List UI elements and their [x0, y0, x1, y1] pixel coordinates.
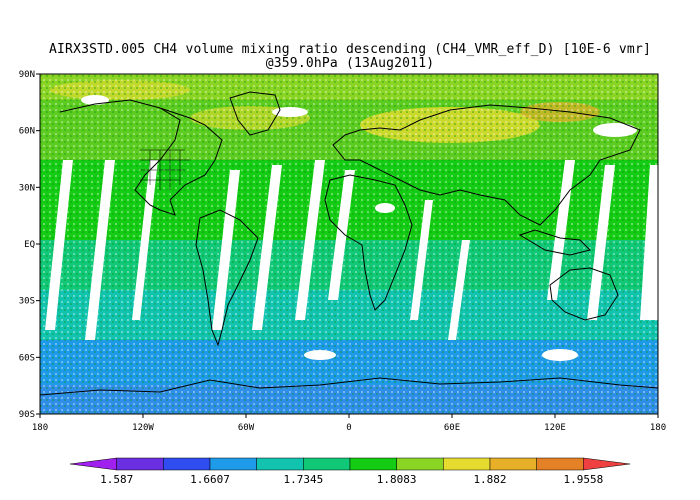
australia-outline: [549, 267, 619, 321]
lon-tick-label: 120E: [544, 423, 566, 433]
longitude-axis: 180 120W 60W 0 60E 120E 180: [32, 414, 666, 433]
orbit-gaps: [45, 95, 658, 361]
lat-tick-label: EQ: [24, 240, 35, 250]
colorbar-segment: [536, 457, 584, 471]
lat-tick-label: 90N: [19, 70, 35, 80]
eurasia-outline: [332, 104, 641, 226]
greenland-outline: [229, 91, 281, 136]
map-subtitle: @359.0hPa (13Aug2011): [265, 56, 435, 71]
colorbar-segment: [583, 457, 631, 471]
colorbar: 1.587 1.6607 1.7345 1.8083 1.882 1.9558: [69, 457, 631, 486]
lat-tick-label: 30N: [19, 183, 35, 193]
lon-tick-label: 60W: [238, 423, 255, 433]
colorbar-tick-label: 1.587: [100, 473, 133, 486]
lat-tick-label: 90S: [19, 410, 35, 420]
africa-outline: [324, 174, 413, 311]
us-state-lines: [140, 149, 190, 190]
colorbar-tick-label: 1.9558: [563, 473, 603, 486]
colorbar-tick-label: 1.8083: [377, 473, 417, 486]
colorbar-segment: [489, 457, 537, 471]
south-america-outline: [195, 209, 259, 347]
colorbar-segment: [443, 457, 491, 471]
lat-tick-label: 60N: [19, 127, 35, 137]
lon-tick-label: 120W: [132, 423, 154, 433]
lon-tick-label: 0: [346, 423, 351, 433]
colorbar-tick-label: 1.882: [473, 473, 506, 486]
lat-tick-label: 30S: [19, 297, 35, 307]
colorbar-segment: [256, 457, 304, 471]
colorbar-segment: [396, 457, 444, 471]
colorbar-segment: [116, 457, 164, 471]
map-title: AIRX3STD.005 CH4 volume mixing ratio des…: [49, 42, 651, 57]
lon-tick-label: 180: [650, 423, 666, 433]
data-field: [40, 74, 658, 414]
colorbar-segment: [303, 457, 351, 471]
colorbar-segment: [69, 457, 117, 471]
indonesia-outline: [518, 229, 591, 256]
lon-tick-label: 60E: [444, 423, 460, 433]
lon-tick-label: 180: [32, 423, 48, 433]
antarctica-outline: [40, 377, 658, 396]
colorbar-tick-label: 1.6607: [190, 473, 230, 486]
colorbar-segment: [163, 457, 211, 471]
latitude-axis: 90N 60N 30N EQ 30S 60S 90S: [19, 70, 40, 420]
colorbar-segment: [349, 457, 397, 471]
lat-tick-label: 60S: [19, 353, 35, 363]
colorbar-tick-label: 1.7345: [283, 473, 323, 486]
colorbar-segment: [209, 457, 257, 471]
north-america-outline: [59, 99, 223, 216]
coastlines: [40, 91, 658, 396]
